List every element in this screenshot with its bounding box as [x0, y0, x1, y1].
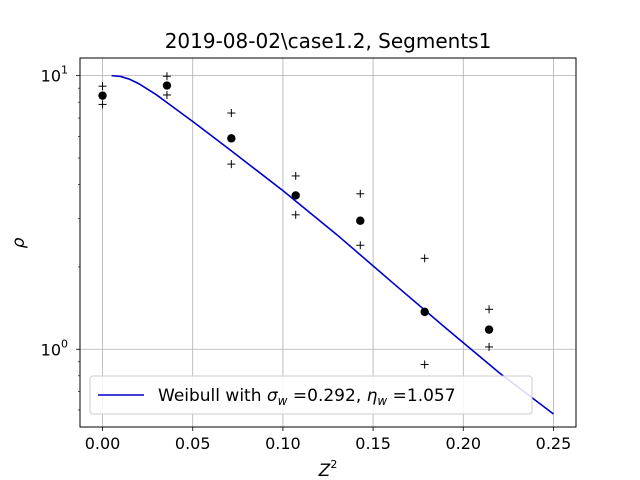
- data-point: [484, 325, 494, 334]
- y-axis-label: ρ: [9, 237, 29, 248]
- x-tick-label: 0.00: [85, 434, 121, 453]
- data-point: [356, 216, 365, 225]
- x-tick-label: 0.20: [445, 434, 481, 453]
- bound-marker: [420, 254, 429, 263]
- bound-marker: [291, 210, 300, 219]
- data-point: [420, 307, 429, 317]
- legend-label: Weibull with σw =0.292, ηw =1.057: [158, 386, 456, 408]
- x-tick-label: 0.10: [265, 434, 301, 453]
- x-axis-label-base: Z: [318, 461, 331, 480]
- bound-marker: [485, 305, 494, 314]
- weibull-fit-line: [111, 74, 554, 415]
- x-axis-label: Z2: [318, 458, 338, 480]
- data-point: [162, 81, 172, 90]
- x-tick-label: 0.25: [536, 434, 572, 453]
- chart-title: 2019-08-02\case1.2, Segments1: [165, 29, 492, 53]
- data-point: [291, 191, 300, 200]
- x-tick-label: 0.15: [355, 434, 391, 453]
- plot-frame: [79, 57, 577, 428]
- legend-box: [89, 375, 533, 415]
- y-tick-label: 100: [41, 337, 68, 359]
- x-tick-label: 0.05: [175, 434, 211, 453]
- bound-marker: [356, 241, 365, 250]
- ticks: 0.00 0.05 0.10 0.15 0.20 0.25 100 101: [41, 64, 572, 453]
- bound-marker: [98, 100, 107, 109]
- data-point: [98, 91, 107, 100]
- bound-marker: [98, 82, 107, 91]
- bound-marker: [485, 342, 494, 351]
- bound-marker: [227, 109, 236, 118]
- bound-marker: [420, 360, 429, 369]
- grid: [80, 58, 576, 427]
- marker-layer: [98, 72, 494, 369]
- data-point: [227, 134, 236, 143]
- bound-marker: [162, 72, 171, 81]
- x-axis-label-superscript: 2: [330, 458, 337, 471]
- line-layer: [111, 74, 554, 415]
- y-tick-label: 101: [41, 64, 68, 86]
- bound-marker: [162, 90, 171, 99]
- bound-marker: [356, 189, 365, 198]
- bound-marker: [227, 160, 236, 169]
- bound-marker: [291, 171, 300, 180]
- legend: Weibull with σw =0.292, ηw =1.057: [89, 375, 533, 415]
